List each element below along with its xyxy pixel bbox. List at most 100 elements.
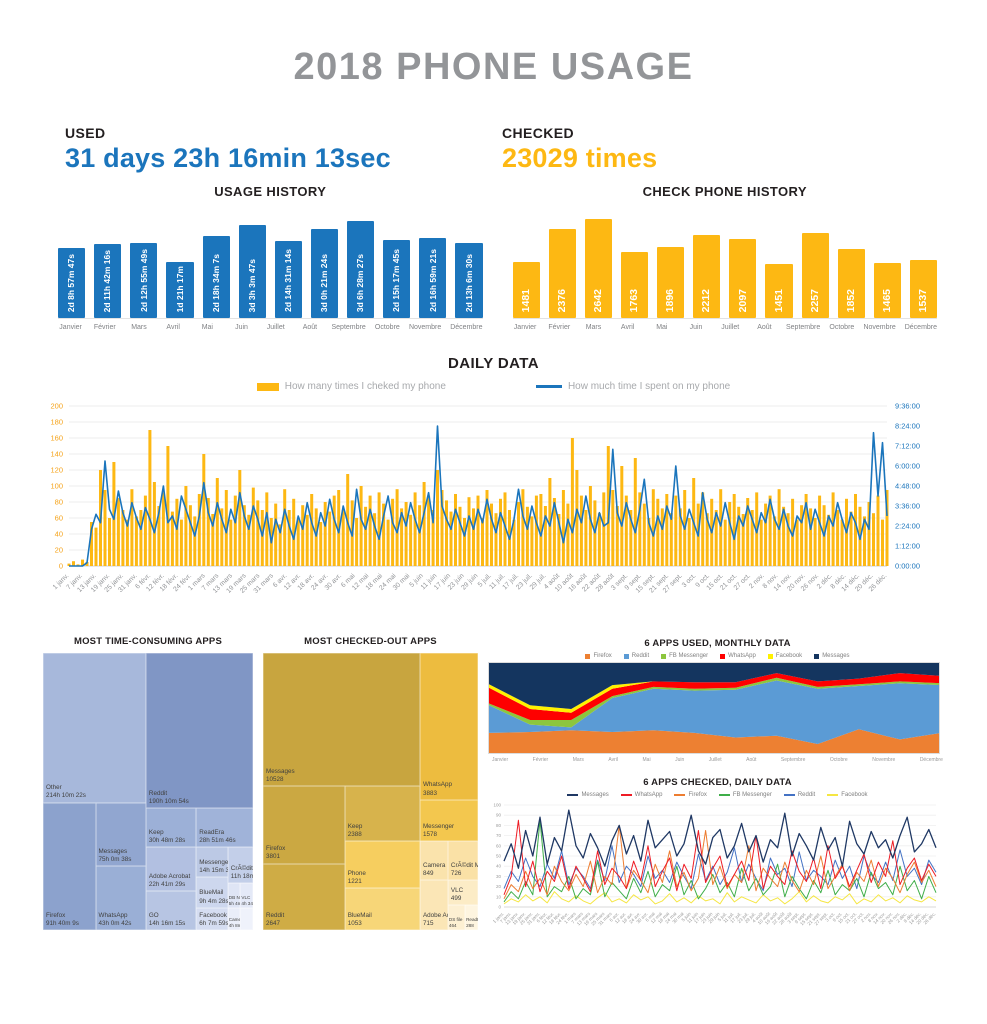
svg-text:3:36:00: 3:36:00 <box>895 502 920 511</box>
apps-used-monthly-xlabels: Janvier Février Mars Avril Mai Juin Juillet Aoû… <box>488 757 947 763</box>
treemap-cell-whatsapp: WhatsApp 3883 <box>419 653 478 800</box>
check-history-months: Janvier Février Mars Avril Mai Juin Juillet Aoû… <box>513 324 938 331</box>
treemap-cell-value: 3801 <box>266 853 281 861</box>
treemap-checks-block: MOST CHECKED-OUT APPS Messages 10528 Whats… <box>263 636 478 946</box>
treemap-cell-label: Messenger 1578 <box>423 823 454 839</box>
bar-slot: 2d 16h 59m 21s <box>419 213 447 318</box>
bar: 2d 16h 59m 21s <box>419 237 447 318</box>
bar: 2d 8h 57m 47s <box>58 247 86 318</box>
treemap-cell-name: Reddit <box>266 911 285 919</box>
stat-checked: CHECKED 23029 times <box>502 125 939 174</box>
treemap-cell-value: 91h 40m 9s <box>46 919 79 927</box>
svg-text:90: 90 <box>496 813 502 818</box>
legend-swatch <box>256 382 279 391</box>
treemap-cell-label: Facebook 6h 7m 59s <box>199 912 228 928</box>
bar: 1537 <box>909 260 937 318</box>
treemap-cell-value: 1053 <box>347 919 362 927</box>
legend-item: Facebook <box>767 653 803 659</box>
treemap-cell-label: Reddit 2647 <box>266 912 284 928</box>
svg-text:7:12:00: 7:12:00 <box>895 442 920 451</box>
apps-checked-daily-legend: Messages WhatsApp Firefox FB Messenger Reddi… <box>488 792 947 798</box>
bar-value-label: 1763 <box>628 288 641 312</box>
bar-value-label: 2d 13h 6m 30s <box>463 253 474 312</box>
treemap-cell-name: Keep <box>148 828 164 836</box>
treemap-cell-bluemail: BlueMail 9h 4m 28s <box>196 877 228 908</box>
svg-text:0:00:00: 0:00:00 <box>895 562 920 571</box>
treemap-cell-name: Messenger <box>422 823 455 830</box>
area-month-label: Janvier <box>492 757 509 763</box>
treemap-cell-value: 288 <box>466 923 474 929</box>
legend-item: WhatsApp <box>720 653 756 659</box>
treemap-time-title: MOST TIME-CONSUMING APPS <box>73 636 222 647</box>
month-label: Mai <box>656 324 668 331</box>
bar: 2d 14h 31m 14s <box>274 240 302 318</box>
svg-text:9:36:00: 9:36:00 <box>895 402 920 411</box>
bar-value-label: 2d 11h 42m 16s <box>102 249 113 312</box>
treemap-cell-label: Reddit 190h 10m 54s <box>149 790 189 806</box>
treemap-cell-firefox: Firefox 3801 <box>263 785 345 864</box>
treemap-cell-value: 22h 41m 29s <box>148 881 186 889</box>
legend-item: How much time I spent on my phone <box>535 381 731 392</box>
treemap-cell-reddit: Reddit 190h 10m 54s <box>145 653 253 809</box>
bar-value-label: 2257 <box>808 288 821 312</box>
apps-used-monthly-legend: Firefox Reddit FB Messenger WhatsApp Faceboo… <box>488 653 947 659</box>
bar: 2097 <box>729 239 757 318</box>
legend-swatch <box>720 653 726 659</box>
treemap-cell-value: 14h 15m 3s <box>199 867 228 875</box>
svg-text:100: 100 <box>493 803 501 808</box>
legend-swatch <box>674 794 686 796</box>
bar-value-label: 2d 12h 55m 49s <box>138 249 149 312</box>
bar-slot: 3d 3h 3m 47s <box>238 213 266 318</box>
monthly-charts-row: USAGE HISTORY 2d 8h 57m 47s 2d 11h 42m 16… <box>58 184 937 331</box>
usage-history-bars: 2d 8h 57m 47s 2d 11h 42m 16s 2d 12h 55m 49… <box>58 213 483 319</box>
treemap-cell-value: 2388 <box>347 831 362 839</box>
area-month-label: Octobre <box>829 757 848 763</box>
daily-data-section: DAILY DATA How many times I cheked my ph… <box>0 355 987 618</box>
treemap-cell-name: Phone <box>347 870 366 878</box>
treemap-cell-name: GO <box>148 911 159 919</box>
month-label: Décembre <box>904 324 938 331</box>
stats-row: USED 31 days 23h 16min 13sec CHECKED 230… <box>65 125 987 174</box>
legend-label: Facebook <box>775 653 803 659</box>
treemap-cell-name: Firefox <box>46 911 66 919</box>
legend-swatch <box>827 794 839 796</box>
area-month-label: Février <box>532 757 549 763</box>
bar-slot: 1d 21h 17m <box>166 213 194 318</box>
treemap-cell-value: 464 <box>448 923 457 929</box>
treemap-cell-name: VLC <box>241 894 251 900</box>
treemap-cell-value: 1221 <box>347 878 362 886</box>
treemap-cell-whatsapp: WhatsApp 43h 0m 42s <box>95 866 146 930</box>
check-history-chart: CHECK PHONE HISTORY 1481 2376 2642 1763 1896… <box>512 184 938 331</box>
month-label: Novembre <box>863 324 896 331</box>
bar: 3d 6h 28m 27s <box>347 221 375 318</box>
bar-value-label: 1896 <box>664 288 677 312</box>
treemap-cell-label: CrÃ©dit Mutuel11h 18m 19s <box>231 865 253 881</box>
bar-slot: 2d 13h 6m 30s <box>455 213 483 318</box>
treemap-cell-messenger: Messenger 1578 <box>419 799 478 842</box>
bar-slot: 1481 <box>512 213 540 318</box>
legend-label: How much time I spent on my phone <box>567 381 731 392</box>
treemap-cell-bluemail: BlueMail 1053 <box>344 888 420 930</box>
legend-item: FB Messenger <box>718 792 772 798</box>
legend-label: Facebook <box>841 792 868 798</box>
treemap-cell-label: WhatsApp 3883 <box>423 781 452 797</box>
bar-slot: 2212 <box>693 213 721 318</box>
month-label: Mars <box>131 324 147 331</box>
treemap-cell-messages: Messages 75h 0m 38s <box>95 802 146 867</box>
month-label: Août <box>757 324 772 331</box>
usage-history-months: Janvier Février Mars Avril Mai Juin Juillet Aoû… <box>58 324 482 331</box>
legend-item: Firefox <box>585 653 612 659</box>
legend-item: Reddit <box>623 653 649 659</box>
treemap-cell-name: Other <box>46 784 62 792</box>
treemap-cell-value: 3883 <box>422 789 437 797</box>
svg-text:20: 20 <box>54 546 62 555</box>
legend-item: FB Messenger <box>661 653 708 659</box>
legend-label: WhatsApp <box>728 653 756 659</box>
bar-value-label: 2212 <box>700 288 713 312</box>
treemap-cell-label: CrÃ©dit Mutuel726 <box>451 862 478 878</box>
bar: 1d 21h 17m <box>166 262 194 318</box>
